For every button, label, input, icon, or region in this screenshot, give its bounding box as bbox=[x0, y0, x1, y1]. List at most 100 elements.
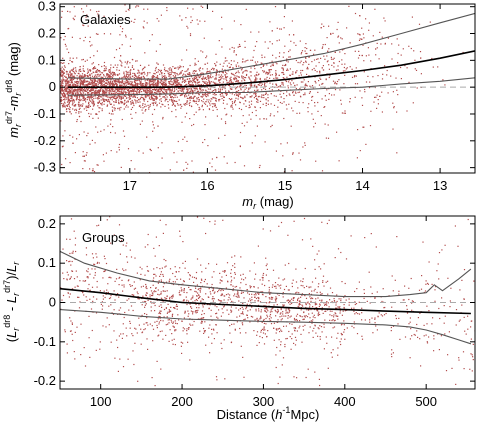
scatter-point bbox=[334, 89, 337, 91]
scatter-point bbox=[108, 305, 110, 307]
scatter-point bbox=[140, 328, 142, 330]
scatter-point bbox=[276, 304, 278, 306]
scatter-point bbox=[306, 302, 308, 304]
scatter-point bbox=[118, 93, 120, 95]
scatter-point bbox=[267, 100, 269, 102]
scatter-point bbox=[109, 90, 111, 92]
scatter-point bbox=[317, 110, 319, 112]
scatter-point bbox=[71, 80, 73, 82]
scatter-point bbox=[70, 91, 72, 94]
scatter-point bbox=[438, 307, 440, 310]
scatter-point bbox=[180, 103, 182, 106]
scatter-point bbox=[380, 43, 382, 45]
scatter-point bbox=[355, 67, 357, 69]
scatter-point bbox=[82, 83, 84, 85]
scatter-point bbox=[132, 103, 135, 105]
scatter-point bbox=[323, 348, 325, 350]
scatter-point bbox=[92, 170, 94, 172]
scatter-point bbox=[136, 291, 138, 293]
scatter-point bbox=[103, 91, 105, 93]
scatter-point bbox=[120, 81, 122, 83]
scatter-point bbox=[259, 77, 261, 80]
scatter-point bbox=[358, 39, 361, 41]
scatter-point bbox=[199, 289, 201, 292]
scatter-point bbox=[193, 87, 195, 89]
scatter-point bbox=[82, 11, 84, 13]
scatter-point bbox=[330, 352, 332, 354]
scatter-point bbox=[193, 281, 195, 283]
scatter-point bbox=[205, 89, 207, 91]
scatter-point bbox=[396, 89, 398, 91]
scatter-point bbox=[87, 87, 89, 89]
scatter-point bbox=[128, 98, 130, 100]
scatter-point bbox=[61, 146, 64, 148]
scatter-point bbox=[88, 96, 90, 98]
scatter-point bbox=[217, 88, 220, 90]
scatter-point bbox=[165, 334, 167, 336]
scatter-point bbox=[292, 82, 295, 84]
scatter-point bbox=[266, 81, 268, 84]
scatter-point bbox=[193, 101, 195, 103]
scatter-point bbox=[79, 82, 81, 84]
scatter-point bbox=[192, 97, 194, 99]
scatter-point bbox=[222, 95, 224, 97]
scatter-point bbox=[213, 68, 215, 70]
scatter-point bbox=[372, 332, 374, 334]
scatter-point bbox=[62, 87, 64, 89]
scatter-point bbox=[251, 306, 253, 308]
scatter-point bbox=[393, 106, 395, 108]
scatter-point bbox=[242, 85, 244, 88]
scatter-point bbox=[80, 75, 82, 77]
scatter-point bbox=[185, 161, 187, 163]
scatter-point bbox=[120, 64, 122, 66]
scatter-point bbox=[62, 74, 64, 76]
scatter-point bbox=[286, 68, 288, 70]
scatter-point bbox=[193, 96, 195, 98]
scatter-point bbox=[62, 93, 64, 95]
scatter-point bbox=[182, 138, 184, 140]
scatter-point bbox=[337, 347, 339, 349]
scatter-point bbox=[173, 76, 175, 78]
scatter-point bbox=[343, 320, 345, 322]
scatter-point bbox=[138, 77, 141, 79]
scatter-point bbox=[139, 123, 141, 125]
scatter-point bbox=[361, 38, 363, 40]
scatter-point bbox=[288, 330, 290, 333]
scatter-point bbox=[129, 72, 131, 74]
scatter-point bbox=[338, 60, 340, 63]
scatter-point bbox=[381, 111, 383, 113]
scatter-point bbox=[179, 235, 181, 237]
scatter-point bbox=[332, 80, 335, 82]
scatter-point bbox=[122, 92, 124, 94]
scatter-point bbox=[82, 70, 84, 72]
scatter-point bbox=[267, 97, 269, 99]
scatter-point bbox=[214, 169, 217, 171]
scatter-point bbox=[408, 298, 410, 301]
scatter-point bbox=[187, 91, 189, 94]
scatter-point bbox=[341, 59, 343, 61]
scatter-point bbox=[293, 327, 295, 329]
scatter-point bbox=[153, 247, 155, 249]
scatter-point bbox=[236, 293, 238, 295]
scatter-point bbox=[418, 289, 421, 291]
scatter-point bbox=[107, 90, 109, 92]
scatter-point bbox=[184, 81, 186, 83]
scatter-point bbox=[149, 84, 151, 86]
scatter-point bbox=[345, 258, 348, 260]
scatter-point bbox=[338, 298, 340, 300]
scatter-point bbox=[222, 81, 224, 83]
scatter-point bbox=[94, 76, 96, 78]
scatter-point bbox=[269, 71, 271, 73]
scatter-point bbox=[172, 103, 174, 105]
scatter-point bbox=[239, 93, 241, 95]
scatter-point bbox=[369, 125, 372, 127]
scatter-point bbox=[120, 106, 122, 109]
scatter-point bbox=[150, 287, 152, 289]
scatter-point bbox=[91, 88, 93, 90]
scatter-point bbox=[189, 84, 191, 86]
scatter-point bbox=[61, 87, 63, 89]
scatter-point bbox=[157, 318, 159, 320]
scatter-point bbox=[245, 84, 247, 87]
scatter-point bbox=[186, 91, 188, 93]
scatter-point bbox=[133, 90, 135, 93]
